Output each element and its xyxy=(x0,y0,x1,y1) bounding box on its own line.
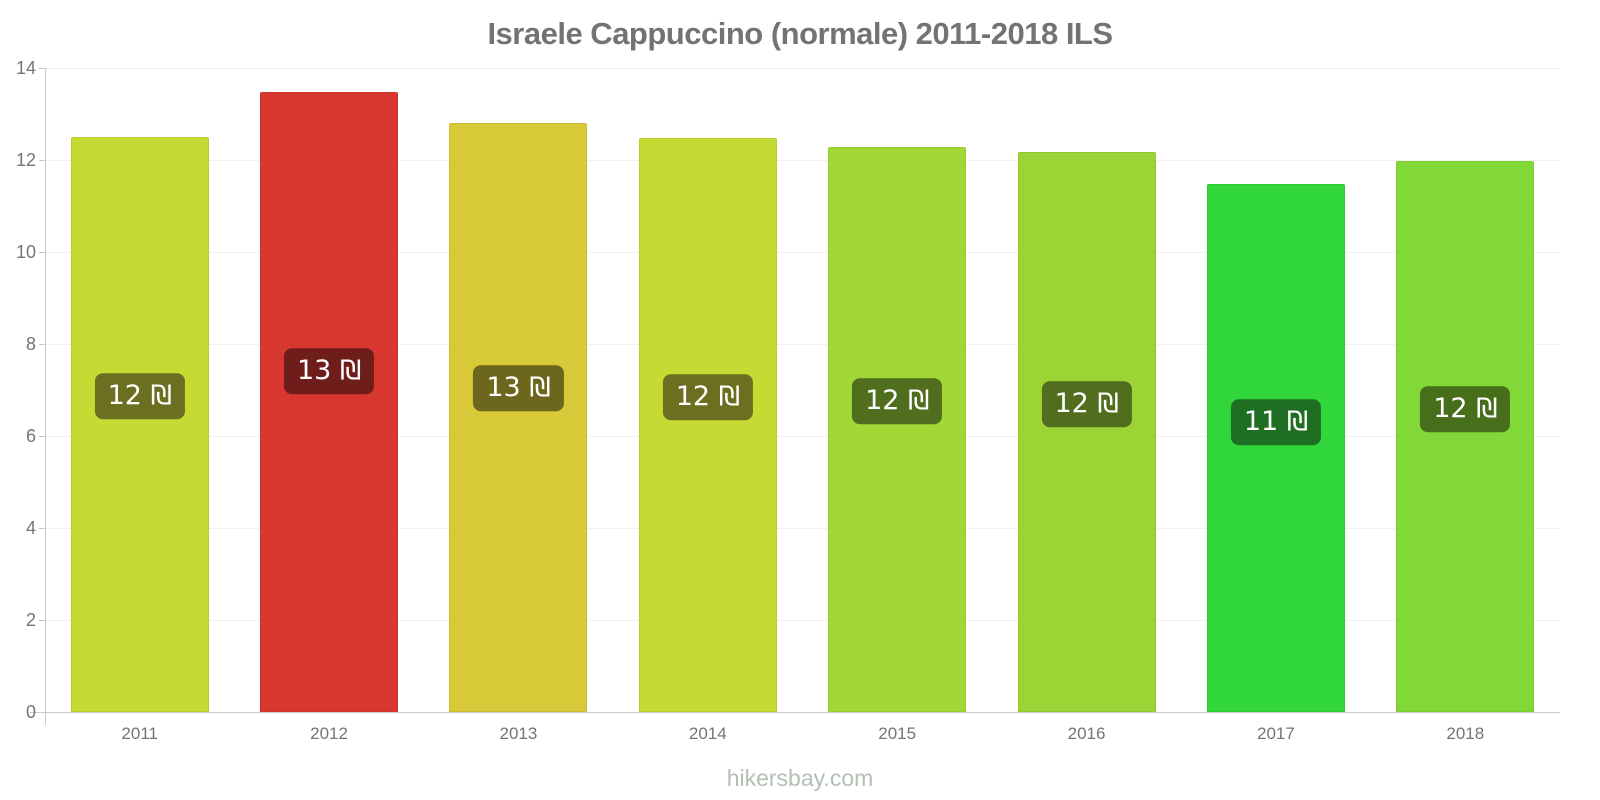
y-axis-label-6: 6 xyxy=(25,426,36,446)
gridline-2 xyxy=(45,620,1560,621)
y-tick-mark-2 xyxy=(39,620,45,621)
y-tick-mark-12 xyxy=(39,160,45,161)
bar-2014[interactable]: 12 ₪ xyxy=(638,138,777,712)
x-axis-label-2013: 2013 xyxy=(499,724,538,743)
gridline-6 xyxy=(45,436,1560,437)
bar-2011[interactable]: 12 ₪ xyxy=(70,137,209,712)
bar-2015[interactable]: 12 ₪ xyxy=(828,147,967,712)
y-tick-mark-6 xyxy=(39,436,45,437)
watermark-text: hikersbay.com xyxy=(726,765,874,791)
y-axis-label-14: 14 xyxy=(15,58,36,78)
gridline-14 xyxy=(45,68,1560,69)
bar-2012[interactable]: 13 ₪ xyxy=(260,92,399,712)
y-axis-label-4: 4 xyxy=(25,518,36,538)
bar-value-badge-2012: 13 ₪ xyxy=(284,347,375,395)
bar-value-badge-2018: 12 ₪ xyxy=(1420,385,1511,433)
bar-2016[interactable]: 12 ₪ xyxy=(1017,152,1156,712)
bar-value-badge-2013: 13 ₪ xyxy=(473,364,564,412)
y-tick-mark-4 xyxy=(39,528,45,529)
bar-2017[interactable]: 11 ₪ xyxy=(1206,184,1345,712)
bar-2013[interactable]: 13 ₪ xyxy=(449,123,588,712)
y-axis-label-8: 8 xyxy=(25,334,36,354)
gridline-8 xyxy=(45,344,1560,345)
bar-value-badge-2011: 12 ₪ xyxy=(94,372,185,420)
bar-value-badge-2016: 12 ₪ xyxy=(1041,380,1132,428)
x-axis-line xyxy=(45,712,1560,713)
y-axis-line xyxy=(45,68,46,725)
x-axis-label-2016: 2016 xyxy=(1067,724,1106,743)
y-axis-label-10: 10 xyxy=(15,242,36,262)
y-tick-mark-0 xyxy=(30,712,45,713)
y-tick-mark-8 xyxy=(39,344,45,345)
x-axis-label-2015: 2015 xyxy=(878,724,917,743)
y-tick-mark-14 xyxy=(39,68,45,69)
chart-title: Israele Cappuccino (normale) 2011-2018 I… xyxy=(487,16,1113,51)
x-axis-label-2014: 2014 xyxy=(688,724,727,743)
gridline-10 xyxy=(45,252,1560,253)
bar-value-badge-2014: 12 ₪ xyxy=(662,373,753,421)
x-axis-label-2018: 2018 xyxy=(1446,724,1485,743)
x-axis-label-2017: 2017 xyxy=(1257,724,1295,743)
bar-2018[interactable]: 12 ₪ xyxy=(1396,161,1535,712)
gridline-12 xyxy=(45,160,1560,161)
x-axis-label-2012: 2012 xyxy=(310,724,348,743)
y-tick-mark-10 xyxy=(39,252,45,253)
x-axis-label-2011: 2011 xyxy=(121,724,158,743)
bar-value-badge-2017: 11 ₪ xyxy=(1230,398,1321,446)
y-axis-label-12: 12 xyxy=(15,150,36,170)
y-axis-label-2: 2 xyxy=(25,610,36,630)
bar-value-badge-2015: 12 ₪ xyxy=(852,377,943,425)
gridline-4 xyxy=(45,528,1560,529)
y-axis-label-0: 0 xyxy=(25,702,36,722)
